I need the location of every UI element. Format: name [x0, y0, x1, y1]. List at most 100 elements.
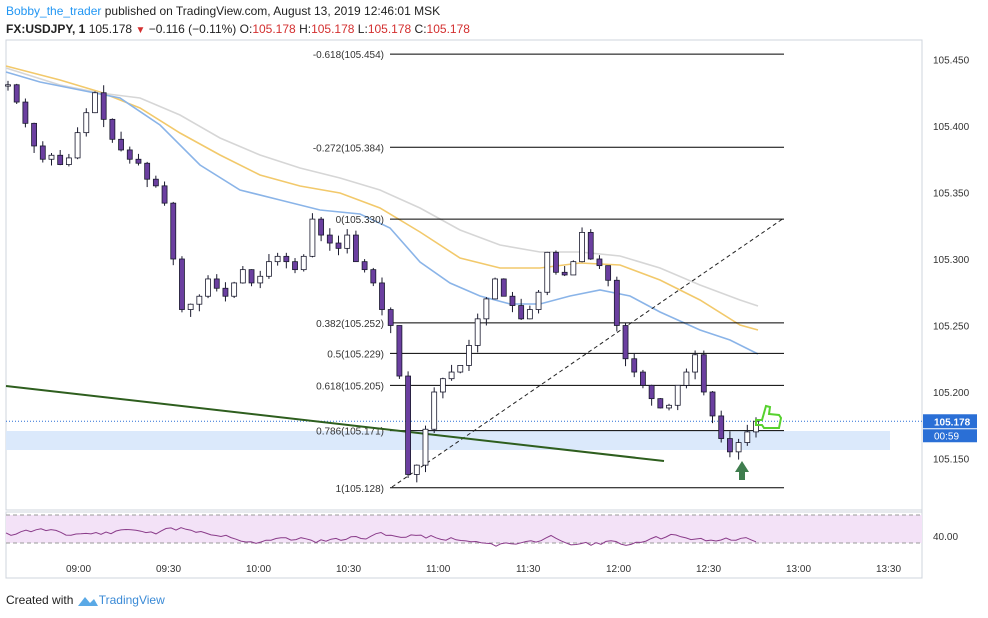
close-label: C:: [414, 22, 427, 36]
ma-20-line: [5, 71, 759, 355]
close-value: 105.178: [426, 22, 470, 36]
fib-level-label: 0(105.330): [336, 215, 384, 226]
candle-body: [57, 154, 64, 165]
candle-body: [448, 371, 455, 380]
fib-diagonal: [391, 217, 785, 488]
candle-body: [405, 375, 411, 475]
symbol-ohlc-bar: FX:USDJPY, 1 105.178 ▼ −0.116 (−0.11%) O…: [6, 22, 470, 36]
candle-body: [239, 269, 246, 284]
price-change: −0.116 (−0.11%): [148, 22, 237, 36]
candle-body: [457, 364, 464, 373]
candle-body: [222, 287, 229, 297]
candle-body: [596, 258, 603, 267]
candle-body: [92, 92, 98, 114]
low-value: 105.178: [367, 22, 412, 36]
tradingview-logo-icon: [77, 596, 98, 606]
candle-body: [474, 318, 481, 346]
candle-body: [109, 118, 116, 140]
time-tick-label: 12:30: [696, 564, 721, 575]
candle-body: [370, 269, 377, 284]
candle-body: [631, 358, 638, 373]
candle-body: [31, 122, 37, 147]
candle-body: [283, 255, 290, 263]
time-tick-label: 09:00: [66, 564, 91, 575]
candle-body: [735, 442, 742, 453]
candle-body: [718, 415, 725, 439]
candle-body: [640, 371, 646, 386]
candle-body: [39, 145, 46, 160]
time-tick-label: 13:00: [786, 564, 811, 575]
candle-body: [83, 112, 90, 134]
high-value: 105.178: [311, 22, 355, 36]
candle-body: [413, 464, 420, 475]
rsi-line: [5, 527, 757, 547]
candle-body: [161, 185, 168, 204]
candle-body: [744, 431, 751, 443]
candle-body: [692, 354, 699, 373]
candle-body: [500, 278, 507, 297]
candle-body: [439, 378, 446, 393]
low-label: L:: [357, 22, 368, 36]
price-tick-label: 105.300: [933, 255, 970, 266]
candle-body: [5, 84, 11, 87]
created-with-text: Created with: [6, 593, 74, 607]
symbol-label[interactable]: FX:USDJPY, 1: [6, 22, 86, 36]
author-link[interactable]: Bobby_the_trader: [6, 4, 102, 18]
candle-body: [483, 298, 490, 320]
time-tick-label: 09:30: [156, 564, 181, 575]
last-price: 105.178: [88, 22, 133, 36]
brand-link[interactable]: TradingView: [98, 593, 165, 607]
candle-body: [248, 269, 255, 284]
published-text: published on TradingView.com, August 13,…: [101, 4, 441, 18]
candle-body: [22, 101, 29, 124]
trendline: [5, 385, 665, 462]
price-tick-label: 105.150: [933, 455, 970, 466]
candle-body: [152, 178, 159, 187]
time-tick-label: 10:30: [336, 564, 361, 575]
candle-body: [257, 275, 264, 284]
fib-level-label: -0.618(105.454): [313, 50, 384, 61]
candle-body: [622, 325, 629, 360]
time-tick-label: 11:30: [516, 564, 541, 575]
candle-body: [74, 132, 81, 159]
high-label: H:: [299, 22, 312, 36]
footer: Created with TradingView: [6, 593, 165, 608]
countdown-badge: [923, 429, 977, 443]
candle-body: [518, 305, 525, 320]
candle-body: [466, 345, 472, 366]
candle-body: [292, 261, 298, 271]
candle-body: [344, 234, 351, 249]
candle-body: [422, 428, 429, 466]
countdown-badge-text: 00:59: [934, 431, 959, 442]
candle-body: [431, 391, 438, 430]
candle-body: [727, 438, 733, 453]
candle-body: [205, 278, 211, 297]
candle-body: [674, 384, 681, 406]
candle-body: [587, 231, 594, 260]
candle-body: [318, 218, 325, 236]
candle-body: [509, 295, 516, 306]
open-label: O:: [239, 22, 253, 36]
candle-body: [553, 251, 559, 273]
candle-body: [135, 158, 142, 164]
thumbs-up-icon: [755, 404, 783, 429]
candle-body: [231, 282, 238, 297]
fib-level-label: -0.272(105.384): [313, 143, 384, 154]
down-arrow-icon: ▼: [135, 25, 146, 36]
candle-body: [300, 255, 307, 271]
up-arrow-icon: [735, 461, 749, 480]
candle-body: [648, 384, 655, 400]
fib-level-label: 0.618(105.205): [316, 381, 384, 392]
candle-body: [100, 92, 107, 120]
candle-body: [361, 261, 368, 271]
price-tick-label: 105.200: [933, 388, 970, 399]
candle-body: [544, 251, 551, 293]
candle-body: [492, 278, 498, 300]
ma-50-line: [5, 65, 759, 331]
fib-level-label: 1(105.128): [336, 484, 384, 495]
candle-body: [266, 261, 272, 277]
fib-level-label: 0.786(105.171): [316, 427, 384, 438]
candle-body: [387, 309, 394, 326]
time-tick-label: 10:00: [246, 564, 271, 575]
